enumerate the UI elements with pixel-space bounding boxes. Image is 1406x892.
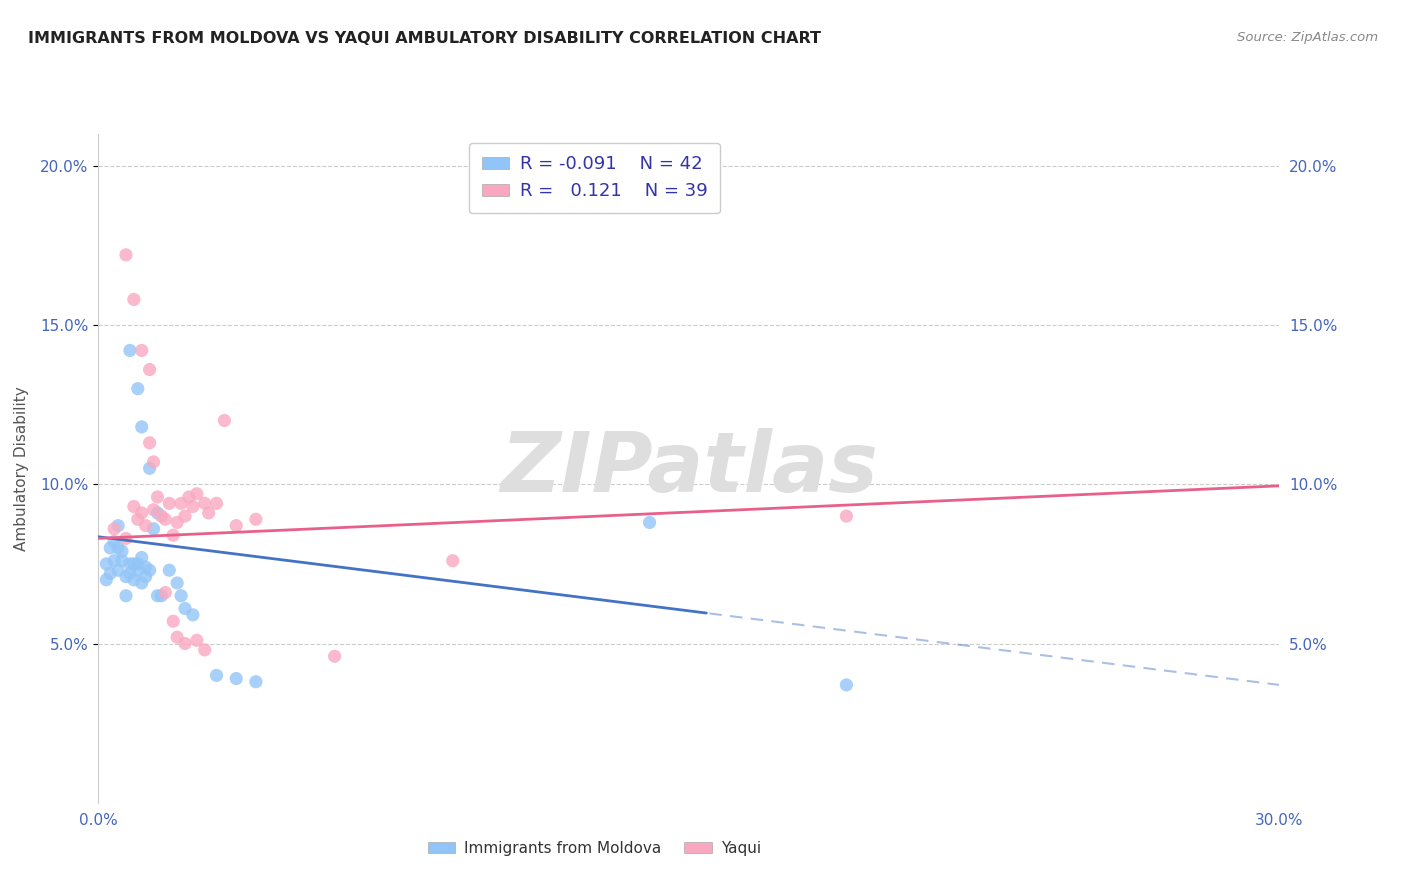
Y-axis label: Ambulatory Disability: Ambulatory Disability [14,386,30,550]
Point [181,500,204,514]
Point [131,576,153,591]
Point [323,649,346,664]
Point [146,506,169,520]
Point [98,541,121,555]
Point [835,509,858,524]
Point [122,293,145,307]
Point [170,589,193,603]
Point [135,560,157,574]
Point [142,455,165,469]
Text: Source: ZipAtlas.com: Source: ZipAtlas.com [1237,31,1378,45]
Point [146,589,169,603]
Text: ZIPatlas: ZIPatlas [501,428,877,508]
Point [157,496,180,510]
Point [127,557,149,571]
Point [107,518,129,533]
Point [138,435,160,450]
Point [135,518,157,533]
Point [146,490,169,504]
Point [197,506,219,520]
Point [103,534,125,549]
Point [166,630,188,644]
Point [214,413,236,427]
Point [131,506,153,520]
Point [150,509,173,524]
Point [441,554,464,568]
Point [127,563,149,577]
Point [150,589,173,603]
Text: IMMIGRANTS FROM MOLDOVA VS YAQUI AMBULATORY DISABILITY CORRELATION CHART: IMMIGRANTS FROM MOLDOVA VS YAQUI AMBULAT… [28,31,821,46]
Point [245,512,267,526]
Point [115,589,138,603]
Point [138,362,160,376]
Point [155,512,177,526]
Point [194,496,217,510]
Point [115,532,138,546]
Point [170,496,193,510]
Point [166,576,188,591]
Point [155,585,177,599]
Point [186,487,208,501]
Point [835,678,858,692]
Point [194,643,217,657]
Point [111,544,134,558]
Point [115,248,138,262]
Point [131,343,153,358]
Point [122,573,145,587]
Point [118,343,141,358]
Point [96,557,118,571]
Point [118,557,141,571]
Point [103,554,125,568]
Point [127,512,149,526]
Point [135,569,157,583]
Point [225,672,247,686]
Point [181,607,204,622]
Point [174,636,197,650]
Point [174,509,197,524]
Point [205,668,228,682]
Point [186,633,208,648]
Point [131,420,153,434]
Point [103,522,125,536]
Point [138,461,160,475]
Point [107,541,129,555]
Legend: Immigrants from Moldova, Yaqui: Immigrants from Moldova, Yaqui [422,835,768,862]
Point [142,502,165,516]
Point [166,516,188,530]
Point [638,516,661,530]
Point [98,566,121,581]
Point [115,569,138,583]
Point [131,550,153,565]
Point [162,528,184,542]
Point [118,566,141,581]
Point [225,518,247,533]
Point [127,382,149,396]
Point [122,500,145,514]
Point [174,601,197,615]
Point [162,614,184,628]
Point [111,554,134,568]
Point [122,557,145,571]
Point [96,573,118,587]
Point [245,674,267,689]
Point [205,496,228,510]
Point [107,563,129,577]
Point [177,490,200,504]
Point [157,563,180,577]
Point [142,522,165,536]
Point [138,563,160,577]
